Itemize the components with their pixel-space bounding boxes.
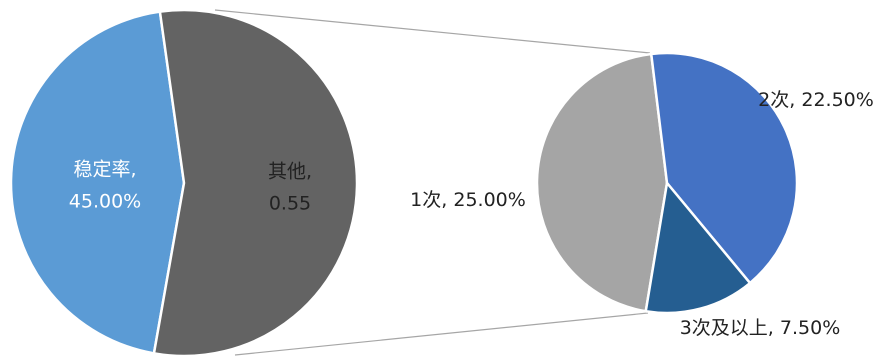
pie-slice [152,8,359,357]
pie-slice [649,51,799,285]
slice-value-label: 22.50% [801,89,873,111]
slice-value-label: 25.00% [453,189,525,211]
slice-label: 3次及以上, 7.50% [680,317,841,339]
slice-value-label: 0.55 [269,193,311,215]
connector-line [214,9,651,54]
slice-label: 其他, [268,161,312,183]
pie-slice [644,180,752,315]
connector-line [234,312,649,356]
slice-label: 1次, 25.00% [410,189,526,211]
slice-category: 1次, [410,189,447,211]
slice-category: 2次, [758,89,795,111]
slice-value-label: 7.50% [780,317,840,339]
pie-slice [9,10,186,355]
slice-label: 稳定率, [73,159,136,181]
slice-label: 2次, 22.50% [758,89,874,111]
pie-slice [535,52,669,313]
slice-category: 3次及以上, [680,317,774,339]
slice-value-label: 45.00% [69,191,141,213]
